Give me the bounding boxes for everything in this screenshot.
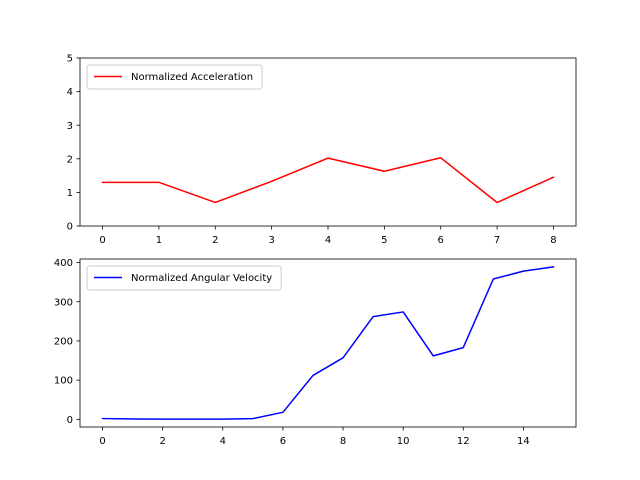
legend: Normalized Angular Velocity [86,265,282,291]
y-tick-label: 2 [67,154,73,165]
x-tick-label: 2 [159,436,165,447]
legend-label: Normalized Acceleration [131,72,253,83]
legend-box [86,265,282,291]
x-tick-label: 12 [457,436,470,447]
legend: Normalized Acceleration [86,64,263,90]
x-tick-label: 4 [325,235,331,246]
bottom-chart-angular-velocity: 0 2 4 6 8 10 12 14 0 100 200 300 400 Normalized Angul… [54,258,577,447]
y-tick-label: 4 [67,87,73,98]
y-tick-label: 100 [54,376,73,387]
top-chart-acceleration: 0 1 2 3 4 5 6 7 8 0 1 2 3 4 5 Normalized Acceleration [67,54,577,246]
x-tick-label: 1 [156,235,162,246]
y-tick-label: 1 [67,188,73,199]
x-tick-label: 2 [212,235,218,246]
x-tick-label: 0 [99,235,105,246]
x-tick-label: 6 [280,436,286,447]
x-tick-label: 0 [99,436,105,447]
y-tick-label: 3 [67,121,73,132]
legend-box [86,64,263,90]
y-tick-label: 300 [54,297,73,308]
axes-frame [79,258,577,428]
y-tick-label: 0 [67,222,73,233]
y-tick-label: 5 [67,54,73,65]
x-tick-label: 6 [438,235,444,246]
y-tick-label: 400 [54,258,73,269]
x-tick-label: 14 [517,436,530,447]
x-tick-label: 4 [220,436,226,447]
x-tick-label: 8 [550,235,556,246]
x-tick-label: 7 [494,235,500,246]
x-tick-label: 8 [340,436,346,447]
series-line [101,265,555,420]
x-tick-label: 10 [397,436,410,447]
y-tick-label: 0 [67,415,73,426]
x-tick-label: 3 [268,235,274,246]
legend-label: Normalized Angular Velocity [131,273,272,284]
y-tick-label: 200 [54,337,73,348]
x-tick-label: 5 [381,235,387,246]
series-line [101,157,555,204]
